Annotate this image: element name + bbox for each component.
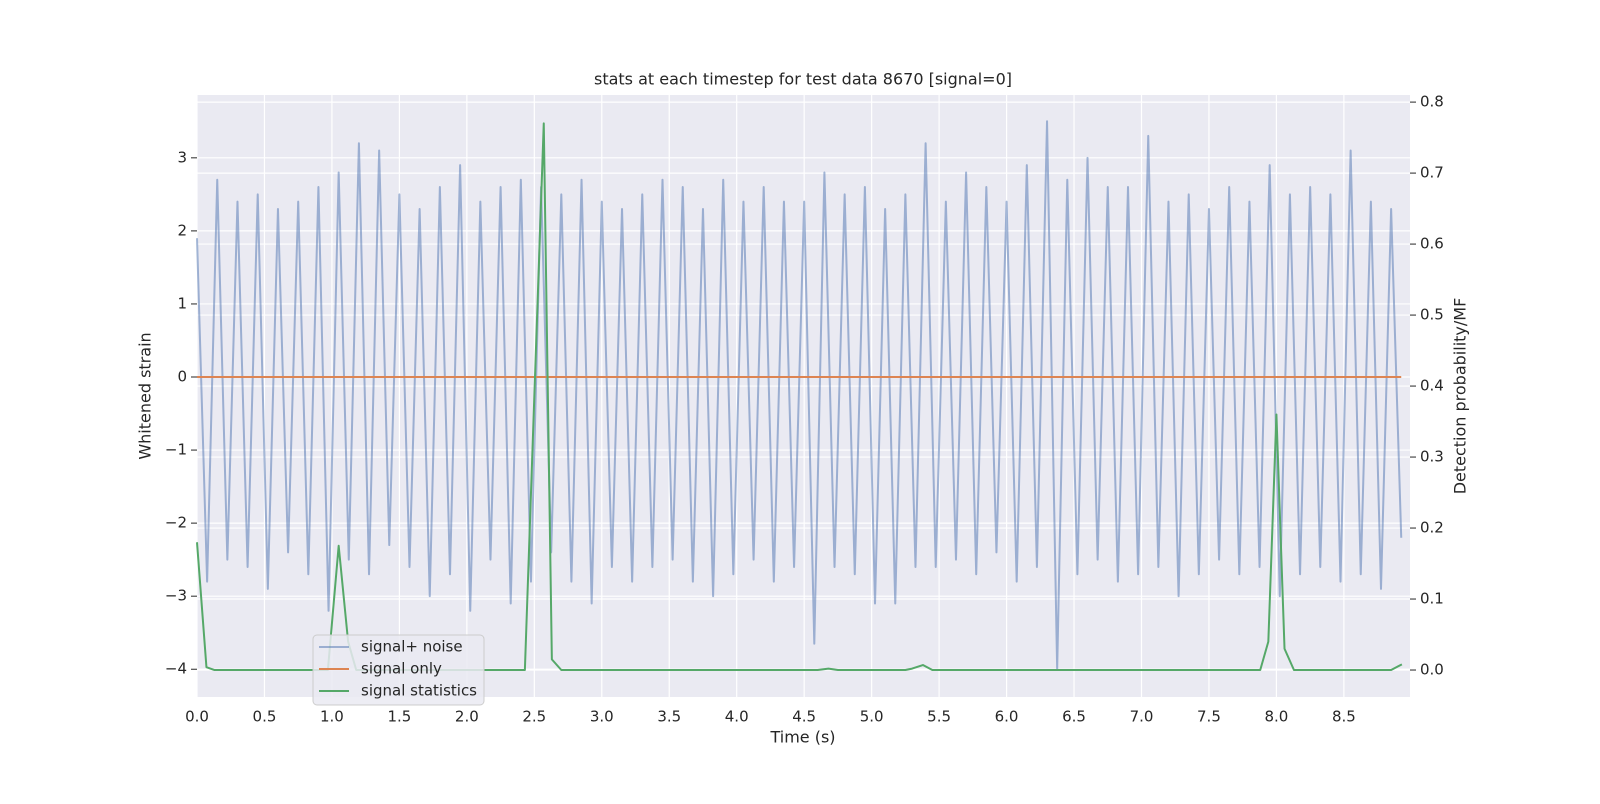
x-tick-label: 8.5 bbox=[1332, 708, 1356, 726]
legend-label: signal statistics bbox=[361, 682, 477, 700]
y-tick-label: 3 bbox=[177, 148, 187, 166]
y2-tick-label: 0.6 bbox=[1420, 235, 1444, 253]
y-tick-label: −1 bbox=[165, 441, 187, 459]
y-tick-label: 1 bbox=[177, 294, 187, 312]
series-line bbox=[196, 122, 1403, 672]
y-axis-label: Whitened strain bbox=[136, 332, 155, 459]
y2-tick-label: 0.0 bbox=[1420, 661, 1444, 679]
x-tick-label: 7.0 bbox=[1130, 708, 1154, 726]
x-tick-label: 3.5 bbox=[657, 708, 681, 726]
x-tick-label: 6.0 bbox=[995, 708, 1019, 726]
x-tick-label: 5.5 bbox=[927, 708, 951, 726]
y2-tick-label: 0.3 bbox=[1420, 448, 1444, 466]
x-tick-label: 1.5 bbox=[387, 708, 411, 726]
y-tick-label: 0 bbox=[177, 368, 187, 386]
x-tick-label: 3.0 bbox=[590, 708, 614, 726]
x-tick-label: 4.5 bbox=[792, 708, 816, 726]
y2-tick-label: 0.5 bbox=[1420, 306, 1444, 324]
y2-tick-label: 0.8 bbox=[1420, 93, 1444, 111]
y-tick-label: −4 bbox=[165, 660, 187, 678]
y-tick-label: −2 bbox=[165, 514, 187, 532]
y2-tick-label: 0.4 bbox=[1420, 377, 1444, 395]
legend-box bbox=[312, 634, 485, 706]
x-axis-label: Time (s) bbox=[769, 728, 835, 747]
x-tick-label: 5.0 bbox=[860, 708, 884, 726]
x-tick-label: 8.0 bbox=[1264, 708, 1288, 726]
y-tick-label: −3 bbox=[165, 587, 187, 605]
y2-axis-label: Detection probability/MF bbox=[1451, 298, 1470, 495]
y2-tick-label: 0.2 bbox=[1420, 519, 1444, 537]
x-tick-label: 2.5 bbox=[522, 708, 546, 726]
x-tick-label: 6.5 bbox=[1062, 708, 1086, 726]
legend-label: signal only bbox=[361, 660, 442, 678]
x-tick-label: 7.5 bbox=[1197, 708, 1221, 726]
y-tick-label: 2 bbox=[177, 221, 187, 239]
legend-label: signal+ noise bbox=[361, 638, 463, 656]
x-tick-label: 4.0 bbox=[725, 708, 749, 726]
y2-tick-label: 0.1 bbox=[1420, 590, 1444, 608]
series-line bbox=[196, 120, 1403, 671]
x-tick-label: 0.0 bbox=[185, 708, 209, 726]
y2-tick-label: 0.7 bbox=[1420, 164, 1444, 182]
x-tick-label: 0.5 bbox=[253, 708, 277, 726]
x-tick-label: 2.0 bbox=[455, 708, 479, 726]
chart-title: stats at each timestep for test data 867… bbox=[594, 70, 1012, 89]
x-tick-label: 1.0 bbox=[320, 708, 344, 726]
